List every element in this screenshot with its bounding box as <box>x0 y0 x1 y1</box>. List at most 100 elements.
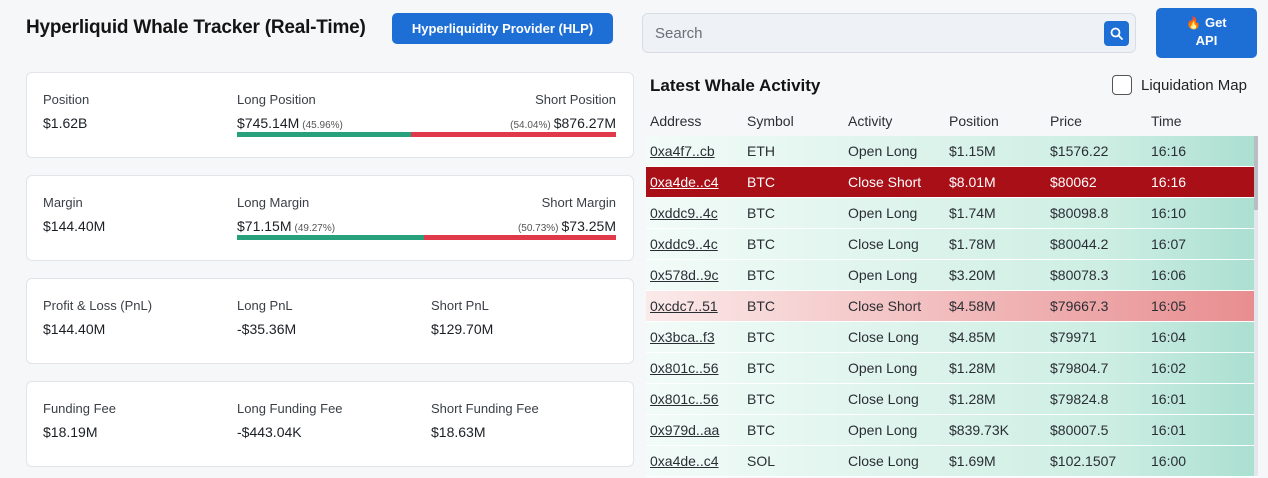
address-link[interactable]: 0x979d..aa <box>650 422 720 438</box>
pnl-card: Profit & Loss (PnL) $144.40M Long PnL -$… <box>26 278 634 364</box>
cell-activity: Close Long <box>848 236 919 252</box>
margin-card: Margin $144.40M Long Margin $71.15M (49.2… <box>26 175 634 261</box>
cell-time: 16:10 <box>1151 205 1187 221</box>
address-link[interactable]: 0xcdc7..51 <box>650 298 718 314</box>
cell-position: $1.69M <box>949 453 996 469</box>
cell-position: $8.01M <box>949 174 996 190</box>
cell-symbol: ETH <box>747 143 775 159</box>
long-short-ratio-bar <box>237 235 616 240</box>
short-value: $73.25M <box>561 218 616 234</box>
long-label: Long Position <box>237 92 316 107</box>
cell-time: 16:07 <box>1151 236 1187 252</box>
table-row[interactable]: 0x801c..56 BTC Open Long $1.28M $79804.7 16:0… <box>646 353 1258 384</box>
cell-price: $79971 <box>1050 329 1097 345</box>
short-bar-fill <box>411 132 616 137</box>
address-link[interactable]: 0xddc9..4c <box>650 205 718 221</box>
card-value: $18.19M <box>43 424 98 440</box>
cell-position: $1.28M <box>949 360 996 376</box>
short-value-group: (50.73%) $73.25M <box>515 218 616 234</box>
get-api-button[interactable]: 🔥 Get API <box>1156 8 1257 58</box>
long-short-ratio-bar <box>237 132 616 137</box>
cell-time: 16:01 <box>1151 422 1187 438</box>
column-header-time: Time <box>1151 113 1182 129</box>
column-header-address: Address <box>650 113 702 129</box>
card-value: $144.40M <box>43 321 106 337</box>
address-link[interactable]: 0x578d..9c <box>650 267 719 283</box>
cell-price: $80098.8 <box>1050 205 1109 221</box>
table-row[interactable]: 0xcdc7..51 BTC Close Short $4.58M $79667.3 16… <box>646 291 1258 322</box>
cell-activity: Open Long <box>848 422 918 438</box>
card-label: Margin <box>43 195 83 210</box>
short-label: Short Funding Fee <box>431 401 539 416</box>
search-box <box>642 13 1136 53</box>
address-link[interactable]: 0x3bca..f3 <box>650 329 715 345</box>
column-header-symbol: Symbol <box>747 113 794 129</box>
address-link[interactable]: 0xa4f7..cb <box>650 143 715 159</box>
whale-activity-table: Address Symbol Activity Position Price T… <box>646 106 1258 477</box>
liquidation-map-toggle[interactable]: Liquidation Map <box>1112 75 1247 95</box>
cell-time: 16:02 <box>1151 360 1187 376</box>
flame-icon: 🔥 <box>1186 16 1202 30</box>
cell-symbol: BTC <box>747 360 775 376</box>
search-icon <box>1110 27 1123 40</box>
table-row[interactable]: 0x3bca..f3 BTC Close Long $4.85M $79971 16:04 <box>646 322 1258 353</box>
hlp-button[interactable]: Hyperliquidity Provider (HLP) <box>392 13 613 44</box>
address-link[interactable]: 0xa4de..c4 <box>650 174 719 190</box>
long-value-group: $745.14M (45.96%) <box>237 115 346 131</box>
address-link[interactable]: 0xa4de..c4 <box>650 453 719 469</box>
short-percent: (54.04%) <box>510 120 551 131</box>
short-bar-fill <box>423 235 616 240</box>
card-value: $1.62B <box>43 115 88 131</box>
cell-time: 16:06 <box>1151 267 1187 283</box>
table-row[interactable]: 0x578d..9c BTC Open Long $3.20M $80078.3 16:0… <box>646 260 1258 291</box>
card-label: Profit & Loss (PnL) <box>43 298 153 313</box>
funding-fee-card: Funding Fee $18.19M Long Funding Fee -$4… <box>26 381 634 467</box>
cell-price: $80078.3 <box>1050 267 1109 283</box>
search-button[interactable] <box>1104 21 1129 46</box>
cell-time: 16:01 <box>1151 391 1187 407</box>
cell-price: $79667.3 <box>1050 298 1109 314</box>
cell-price: $80062 <box>1050 174 1097 190</box>
table-row[interactable]: 0xa4f7..cb ETH Open Long $1.15M $1576.22 16:1… <box>646 136 1258 167</box>
cell-symbol: BTC <box>747 391 775 407</box>
table-scrollbar-thumb[interactable] <box>1254 136 1258 210</box>
short-label: Short PnL <box>431 298 489 313</box>
cell-price: $102.1507 <box>1050 453 1117 469</box>
cell-symbol: BTC <box>747 236 775 252</box>
table-row[interactable]: 0x979d..aa BTC Open Long $839.73K $80007.5 16… <box>646 415 1258 446</box>
long-label: Long Margin <box>237 195 310 210</box>
address-link[interactable]: 0xddc9..4c <box>650 236 718 252</box>
cell-position: $3.20M <box>949 267 996 283</box>
short-value: $18.63M <box>431 424 486 440</box>
search-input[interactable] <box>643 14 1103 52</box>
table-row[interactable]: 0xa4de..c4 SOL Close Long $1.69M $102.1507 16… <box>646 446 1258 477</box>
table-row[interactable]: 0x801c..56 BTC Close Long $1.28M $79824.8 16:… <box>646 384 1258 415</box>
cell-symbol: BTC <box>747 298 775 314</box>
activity-title: Latest Whale Activity <box>650 76 821 95</box>
cell-price: $80044.2 <box>1050 236 1109 252</box>
cell-activity: Open Long <box>848 205 918 221</box>
card-label: Position <box>43 92 90 107</box>
table-scrollbar[interactable] <box>1254 136 1258 476</box>
cell-time: 16:04 <box>1151 329 1187 345</box>
cell-symbol: BTC <box>747 329 775 345</box>
long-value: $745.14M <box>237 115 300 131</box>
cell-time: 16:00 <box>1151 453 1187 469</box>
table-row[interactable]: 0xddc9..4c BTC Open Long $1.74M $80098.8 16:1… <box>646 198 1258 229</box>
address-link[interactable]: 0x801c..56 <box>650 360 719 376</box>
cell-symbol: BTC <box>747 205 775 221</box>
cell-position: $4.58M <box>949 298 996 314</box>
short-label: Short Margin <box>541 195 616 210</box>
cell-symbol: BTC <box>747 422 775 438</box>
page-title: Hyperliquid Whale Tracker (Real-Time) <box>26 17 366 38</box>
liquidation-map-checkbox[interactable] <box>1112 75 1132 95</box>
long-label: Long PnL <box>237 298 293 313</box>
cell-activity: Open Long <box>848 143 918 159</box>
cell-price: $80007.5 <box>1050 422 1109 438</box>
long-bar-fill <box>237 132 412 137</box>
cell-price: $79824.8 <box>1050 391 1109 407</box>
table-row[interactable]: 0xa4de..c4 BTC Close Short $8.01M $80062 16:1… <box>646 167 1258 198</box>
table-row[interactable]: 0xddc9..4c BTC Close Long $1.78M $80044.2 16:… <box>646 229 1258 260</box>
address-link[interactable]: 0x801c..56 <box>650 391 719 407</box>
api-label-line2: API <box>1195 33 1218 48</box>
